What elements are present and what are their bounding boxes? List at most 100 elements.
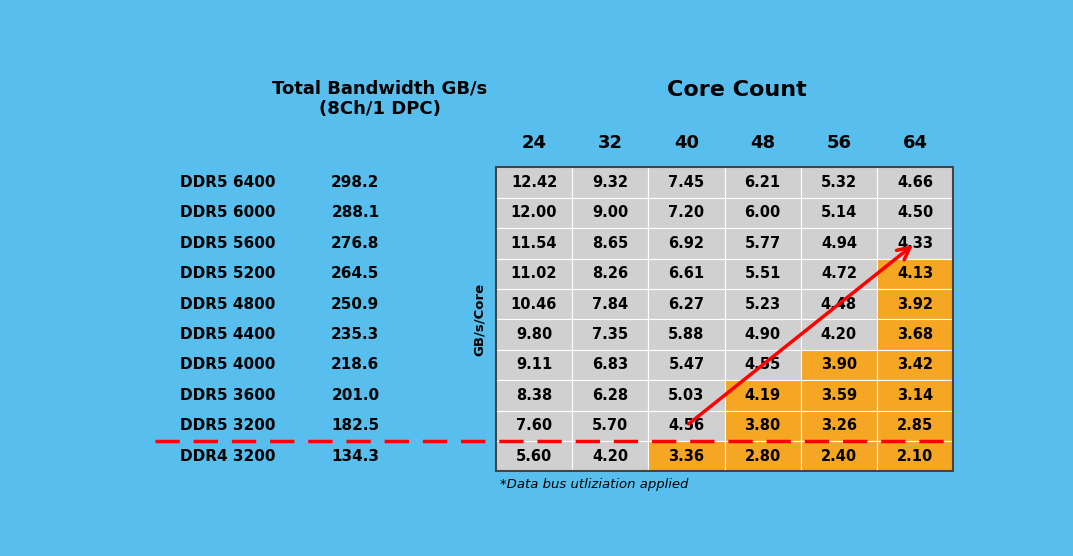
Text: Total Bandwidth GB/s
(8Ch/1 DPC): Total Bandwidth GB/s (8Ch/1 DPC) [271,80,487,118]
Text: 11.02: 11.02 [511,266,557,281]
Text: 3.90: 3.90 [821,358,857,373]
Text: 5.60: 5.60 [516,449,553,464]
Bar [648,167,724,198]
Text: 4.19: 4.19 [745,388,781,403]
Bar [724,198,800,228]
Text: 264.5: 264.5 [332,266,380,281]
Bar [724,380,800,410]
Bar [496,198,572,228]
Text: DDR5 5600: DDR5 5600 [180,236,276,251]
Text: 5.03: 5.03 [668,388,705,403]
Bar [800,289,877,319]
Bar [648,198,724,228]
Bar [648,259,724,289]
Bar [800,350,877,380]
Bar [572,319,648,350]
Text: 5.32: 5.32 [821,175,857,190]
Text: 4.20: 4.20 [821,327,857,342]
Text: 6.92: 6.92 [668,236,705,251]
Text: 2.80: 2.80 [745,449,781,464]
Text: 4.72: 4.72 [821,266,857,281]
Text: 48: 48 [750,135,775,152]
Text: 3.59: 3.59 [821,388,857,403]
Bar [800,380,877,410]
Bar [877,350,953,380]
Text: 3.68: 3.68 [897,327,934,342]
Bar [496,380,572,410]
Bar [877,259,953,289]
Text: 4.66: 4.66 [897,175,934,190]
Bar [496,319,572,350]
Text: 4.94: 4.94 [821,236,857,251]
Text: 6.00: 6.00 [745,205,781,220]
Text: DDR5 4400: DDR5 4400 [180,327,276,342]
Bar [877,380,953,410]
Bar [877,228,953,259]
Text: 4.50: 4.50 [897,205,934,220]
Text: 5.51: 5.51 [745,266,781,281]
Text: 276.8: 276.8 [332,236,380,251]
Text: DDR5 3600: DDR5 3600 [180,388,276,403]
Text: 3.42: 3.42 [897,358,934,373]
Text: 32: 32 [598,135,622,152]
Bar [877,410,953,441]
Text: 4.48: 4.48 [821,296,857,311]
Text: DDR4 3200: DDR4 3200 [180,449,276,464]
Bar [648,380,724,410]
Text: 5.70: 5.70 [592,418,629,433]
Text: 4.90: 4.90 [745,327,781,342]
Text: 40: 40 [674,135,699,152]
Bar [496,410,572,441]
Bar [572,228,648,259]
Text: 6.61: 6.61 [668,266,705,281]
Text: 5.23: 5.23 [745,296,781,311]
Text: 4.33: 4.33 [897,236,934,251]
Text: 3.80: 3.80 [745,418,781,433]
Text: 4.55: 4.55 [745,358,781,373]
Text: 56: 56 [826,135,851,152]
Text: 6.83: 6.83 [592,358,629,373]
Text: 7.35: 7.35 [592,327,629,342]
Text: 7.45: 7.45 [668,175,705,190]
Text: 3.92: 3.92 [897,296,934,311]
Text: 6.27: 6.27 [668,296,705,311]
Bar [724,319,800,350]
Text: 7.20: 7.20 [668,205,705,220]
Text: 250.9: 250.9 [332,296,380,311]
Bar [496,289,572,319]
Bar [724,350,800,380]
Text: DDR5 5200: DDR5 5200 [180,266,276,281]
Text: 4.56: 4.56 [668,418,705,433]
Text: DDR5 4800: DDR5 4800 [180,296,276,311]
Bar [877,441,953,471]
Text: 12.00: 12.00 [511,205,557,220]
Text: 6.28: 6.28 [592,388,629,403]
Bar [572,410,648,441]
Text: DDR5 3200: DDR5 3200 [180,418,276,433]
Text: 5.88: 5.88 [668,327,705,342]
Bar [572,198,648,228]
Bar [800,410,877,441]
Text: 2.10: 2.10 [897,449,934,464]
Text: 235.3: 235.3 [332,327,380,342]
Bar [648,289,724,319]
Text: 7.84: 7.84 [592,296,629,311]
Bar [648,441,724,471]
Text: 6.21: 6.21 [745,175,781,190]
Text: 5.47: 5.47 [668,358,705,373]
Text: 288.1: 288.1 [332,205,380,220]
Bar [800,167,877,198]
Bar [648,319,724,350]
Bar [496,167,953,471]
Bar [724,167,800,198]
Bar [572,259,648,289]
Bar [648,350,724,380]
Text: 9.11: 9.11 [516,358,553,373]
Text: 5.14: 5.14 [821,205,857,220]
Bar [496,350,572,380]
Bar [572,380,648,410]
Text: 3.14: 3.14 [897,388,934,403]
Bar [496,228,572,259]
Bar [724,410,800,441]
Bar [496,259,572,289]
